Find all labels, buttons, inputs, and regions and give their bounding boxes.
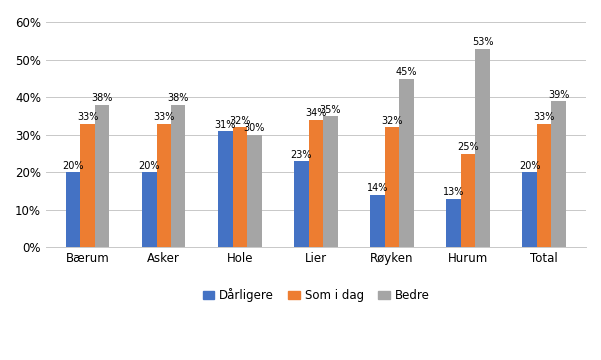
Bar [399,79,413,247]
Text: 33%: 33% [77,112,99,122]
Text: 38%: 38% [91,93,113,103]
Bar [81,123,95,247]
Bar [475,49,490,247]
Text: 32%: 32% [381,116,403,126]
Bar [218,131,233,247]
Text: 32%: 32% [229,116,251,126]
Text: 45%: 45% [395,67,417,77]
Text: 25%: 25% [457,142,479,152]
Bar [551,101,566,247]
Bar [66,172,81,247]
Bar [142,172,156,247]
Text: 23%: 23% [291,150,313,159]
Bar [370,195,385,247]
Bar [233,127,247,247]
Text: 13%: 13% [443,187,465,197]
Text: 33%: 33% [153,112,174,122]
Text: 53%: 53% [472,37,493,47]
Text: 20%: 20% [519,161,540,171]
Legend: Dårligere, Som i dag, Bedre: Dårligere, Som i dag, Bedre [198,283,434,307]
Text: 20%: 20% [63,161,84,171]
Text: 20%: 20% [139,161,160,171]
Bar [323,116,338,247]
Bar [95,105,109,247]
Text: 34%: 34% [305,108,326,118]
Bar [385,127,399,247]
Text: 33%: 33% [534,112,555,122]
Text: 38%: 38% [168,93,189,103]
Bar [522,172,537,247]
Bar [447,199,461,247]
Text: 35%: 35% [320,105,341,114]
Text: 14%: 14% [367,183,388,193]
Bar [171,105,186,247]
Bar [537,123,551,247]
Text: 30%: 30% [243,123,265,133]
Bar [294,161,309,247]
Bar [309,120,323,247]
Bar [461,154,475,247]
Bar [247,135,261,247]
Text: 31%: 31% [215,120,236,130]
Bar [156,123,171,247]
Text: 39%: 39% [548,90,569,100]
